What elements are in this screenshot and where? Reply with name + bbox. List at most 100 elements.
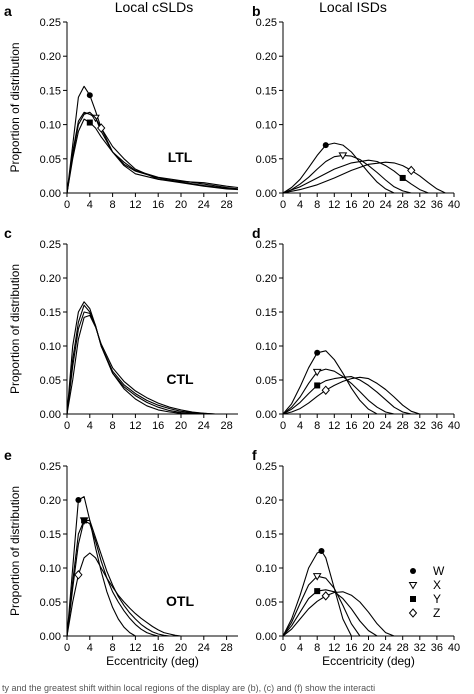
series-line-y [282, 376, 412, 415]
y-tick-label: 0.15 [256, 85, 277, 97]
panel-f: 0.00 0.05 0.10 0.15 0.20 0.25 0 4 8 12 16 20 24 28 32 3… [252, 447, 460, 668]
x-tick-label: 24 [379, 420, 391, 432]
y-tick-label: 0.15 [256, 307, 277, 319]
x-tick-label: 16 [152, 642, 164, 654]
series-line-z [282, 376, 420, 415]
region-label: OTL [166, 593, 194, 609]
y-tick-label: 0.10 [40, 563, 61, 575]
caption-text: ty and the greatest shift within local r… [2, 683, 376, 693]
x-tick-label: 0 [64, 642, 70, 654]
x-tick-label: 0 [280, 420, 286, 432]
series-line-x [66, 304, 204, 415]
legend-label-w: W [433, 564, 445, 578]
panel-label-d: d [252, 225, 261, 241]
series-line-w [66, 301, 193, 415]
y-tick-label: 0.20 [256, 495, 277, 507]
y-tick-label: 0.00 [256, 409, 277, 421]
series-line-y [282, 589, 378, 637]
series-line-x [282, 368, 395, 415]
legend-label-z: Z [433, 606, 440, 620]
y-tick-label: 0.25 [256, 17, 277, 29]
x-tick-label: 28 [397, 420, 409, 432]
series-marker-z [321, 591, 330, 601]
x-tick-label: 4 [297, 642, 303, 654]
y-axis-label: Proportion of distribution [8, 486, 22, 616]
series-marker-y [399, 174, 406, 181]
y-tick-label: 0.15 [40, 85, 61, 97]
x-tick-label: 12 [129, 199, 141, 211]
series-marker-x [338, 152, 348, 160]
x-tick-label: 40 [448, 199, 460, 211]
legend-marker-w [410, 568, 416, 574]
y-tick-label: 0.20 [40, 51, 61, 63]
x-tick-label: 24 [198, 642, 210, 654]
y-tick-label: 0.10 [256, 563, 277, 575]
x-tick-label: 8 [110, 199, 116, 211]
y-tick-label: 0.00 [40, 188, 61, 200]
x-tick-label: 20 [362, 420, 374, 432]
x-tick-label: 24 [198, 199, 210, 211]
y-tick-label: 0.00 [256, 631, 277, 643]
x-tick-label: 4 [87, 420, 93, 432]
panel-label-f: f [252, 447, 257, 463]
x-tick-label: 28 [220, 199, 232, 211]
x-tick-label: 20 [175, 199, 187, 211]
x-axis-label: Eccentricity (deg) [106, 654, 199, 668]
y-tick-label: 0.10 [40, 120, 61, 132]
panel-label-e: e [4, 447, 12, 463]
x-tick-label: 28 [397, 199, 409, 211]
series-line-y [66, 118, 239, 194]
series-marker-z [97, 123, 106, 133]
y-tick-label: 0.20 [40, 273, 61, 285]
x-tick-label: 40 [448, 420, 460, 432]
x-tick-label: 12 [328, 642, 340, 654]
series-line-x [282, 575, 361, 637]
x-tick-label: 24 [379, 199, 391, 211]
panel-c: 0.00 0.05 0.10 0.15 0.20 0.25 0 4 8 12 16 20 24 28 c CT… [4, 225, 238, 432]
series-line-z [66, 552, 182, 637]
y-tick-label: 0.10 [256, 120, 277, 132]
y-axis-label: Proportion of distribution [8, 42, 22, 172]
x-tick-label: 8 [110, 420, 116, 432]
y-tick-label: 0.25 [256, 239, 277, 251]
x-tick-label: 36 [431, 199, 443, 211]
series-line-x [66, 519, 159, 637]
x-tick-label: 20 [362, 642, 374, 654]
series-marker-y [314, 382, 321, 389]
column-title-local-isds: Local ISDs [319, 0, 387, 15]
y-tick-label: 0.25 [256, 461, 277, 473]
x-tick-label: 12 [129, 420, 141, 432]
x-tick-label: 4 [87, 199, 93, 211]
legend-marker-z [408, 608, 418, 618]
legend-label-x: X [433, 578, 441, 592]
y-tick-label: 0.25 [40, 239, 61, 251]
column-title-local-cslds: Local cSLDs [115, 0, 194, 15]
x-axis-label: Eccentricity (deg) [322, 654, 415, 668]
x-tick-label: 4 [297, 420, 303, 432]
series-marker-y [86, 119, 93, 126]
y-tick-label: 0.20 [40, 495, 61, 507]
series-line-w [66, 496, 136, 637]
series-line-y [282, 159, 429, 194]
x-tick-label: 28 [220, 642, 232, 654]
y-tick-label: 0.20 [256, 273, 277, 285]
x-tick-label: 0 [280, 199, 286, 211]
y-tick-label: 0.15 [40, 529, 61, 541]
legend-marker-y [410, 596, 416, 602]
x-tick-label: 32 [414, 420, 426, 432]
x-tick-label: 32 [414, 199, 426, 211]
x-tick-label: 4 [297, 199, 303, 211]
panel-a: 0.00 0.05 0.10 0.15 0.20 0.25 0 4 8 12 16 20 24 28 a LT… [4, 3, 239, 211]
x-tick-label: 36 [431, 642, 443, 654]
x-tick-label: 16 [345, 420, 357, 432]
x-tick-label: 20 [175, 642, 187, 654]
series-line-y [66, 311, 216, 415]
y-tick-label: 0.05 [40, 597, 61, 609]
region-label: CTL [166, 371, 194, 387]
series-marker-z [321, 385, 330, 395]
y-tick-label: 0.00 [40, 631, 61, 643]
y-axis-label: Proportion of distribution [8, 264, 22, 394]
panel-label-b: b [252, 3, 261, 19]
series-marker-w [318, 548, 325, 554]
